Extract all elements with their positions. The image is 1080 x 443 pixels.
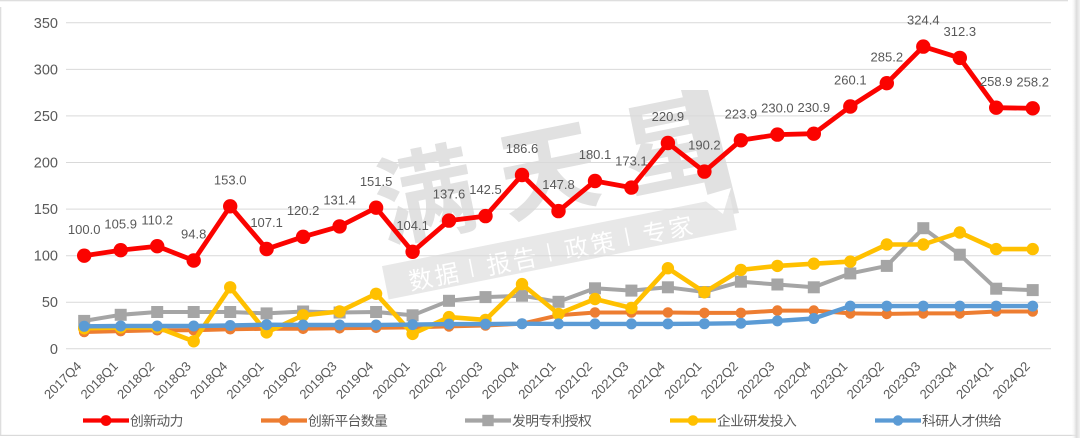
svg-text:300: 300: [34, 62, 58, 78]
svg-text:94.8: 94.8: [181, 227, 206, 242]
svg-text:312.3: 312.3: [944, 24, 977, 39]
svg-text:200: 200: [34, 156, 58, 172]
svg-text:186.6: 186.6: [506, 141, 539, 156]
svg-text:105.9: 105.9: [104, 216, 137, 231]
svg-text:223.9: 223.9: [725, 106, 758, 121]
svg-text:230.0: 230.0: [761, 101, 794, 116]
svg-text:120.2: 120.2: [287, 203, 320, 218]
svg-text:285.2: 285.2: [871, 49, 904, 64]
svg-text:190.2: 190.2: [688, 138, 721, 153]
svg-text:100: 100: [34, 249, 58, 265]
svg-text:250: 250: [34, 109, 58, 125]
svg-text:173.1: 173.1: [615, 154, 648, 169]
svg-text:131.4: 131.4: [323, 193, 356, 208]
svg-text:150: 150: [34, 202, 58, 218]
svg-text:151.5: 151.5: [360, 174, 393, 189]
svg-text:258.9: 258.9: [980, 74, 1013, 89]
svg-text:220.9: 220.9: [652, 109, 685, 124]
svg-text:153.0: 153.0: [214, 172, 247, 187]
svg-text:110.2: 110.2: [141, 212, 173, 227]
svg-text:350: 350: [34, 16, 58, 32]
svg-text:147.8: 147.8: [542, 177, 575, 192]
svg-text:104.1: 104.1: [396, 218, 429, 233]
svg-text:137.6: 137.6: [433, 187, 466, 202]
svg-text:107.1: 107.1: [250, 215, 283, 230]
svg-text:0: 0: [50, 342, 58, 358]
svg-text:180.1: 180.1: [579, 147, 612, 162]
svg-text:100.0: 100.0: [68, 222, 101, 237]
svg-text:324.4: 324.4: [907, 13, 940, 28]
svg-text:142.5: 142.5: [469, 182, 502, 197]
svg-text:260.1: 260.1: [834, 73, 867, 88]
svg-text:258.2: 258.2: [1016, 74, 1049, 89]
svg-text:230.9: 230.9: [798, 100, 831, 115]
svg-text:50: 50: [42, 295, 58, 311]
